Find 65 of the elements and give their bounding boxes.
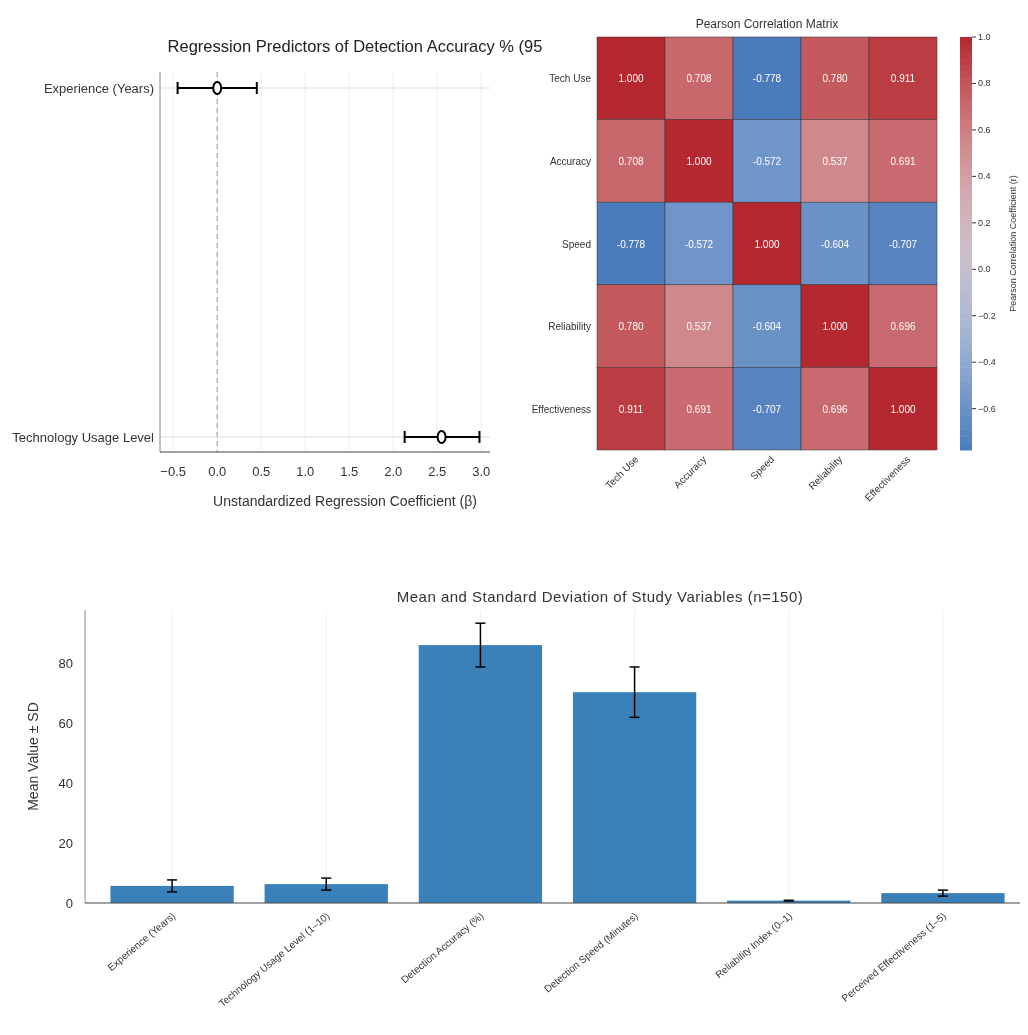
data-label: 0.911 [890, 73, 916, 85]
y-tick-label: 40 [58, 776, 73, 792]
data-label: 1.000 [890, 403, 916, 415]
x-tick-label: 1.0 [296, 464, 315, 479]
chart-title: Pearson Correlation Matrix [695, 17, 839, 31]
color-bar-label: −0.6 [978, 403, 996, 414]
data-label: 1.000 [754, 238, 780, 250]
bar [881, 893, 1005, 903]
y-tick-label: 0 [65, 896, 73, 911]
bar [418, 645, 543, 903]
data-label: -0.707 [752, 403, 782, 415]
data-label: 0.537 [686, 321, 712, 333]
x-axis-title: Unstandardized Regression Coefficient (β) [213, 493, 477, 509]
color-bar-label: 0.8 [978, 78, 991, 89]
data-label: 0.537 [822, 155, 848, 167]
data-label: 0.708 [686, 73, 712, 85]
bar [264, 884, 388, 903]
color-bar-label: −0.4 [978, 357, 996, 368]
x-tick-label: 1.5 [340, 464, 359, 479]
y-tick-label: Speed [562, 238, 591, 250]
y-axis-title: Mean Value ± SD [25, 702, 41, 811]
x-tick-label: 0.5 [252, 464, 271, 479]
data-label: 1.000 [618, 73, 644, 85]
chart-title: Mean and Standard Deviation of Study Variables (n=150) [396, 588, 804, 605]
data-label: 0.708 [618, 155, 644, 167]
data-label: 1.000 [686, 155, 712, 167]
color-bar-label: −0.2 [978, 310, 996, 321]
color-bar-label: 0.2 [978, 217, 991, 228]
x-tick-label: −0.5 [160, 464, 187, 479]
data-label: -0.604 [752, 321, 782, 333]
y-tick-label: 60 [58, 716, 73, 732]
data-label: -0.778 [752, 73, 782, 85]
data-label: -0.572 [684, 238, 714, 250]
y-tick-label: Effectiveness [531, 403, 591, 415]
y-tick-label: Accuracy [549, 155, 591, 167]
x-tick-label: Tech Use [603, 453, 641, 491]
y-tick-label: 20 [58, 836, 73, 852]
data-label: -0.604 [820, 238, 850, 250]
text: Regression Predictors of Detection Accuracy % (95 [167, 37, 554, 56]
bar [572, 692, 697, 903]
data-label: 0.691 [890, 155, 916, 167]
y-tick-label: 80 [58, 656, 73, 672]
data-label: 0.780 [822, 73, 848, 85]
y-tick-label: Technology Usage Level [12, 430, 155, 445]
bar [110, 885, 234, 903]
x-tick-label: 2.0 [384, 464, 403, 479]
x-tick-label: 2.5 [428, 464, 447, 479]
data-label: 1.000 [822, 321, 848, 333]
y-tick-label: Tech Use [549, 73, 592, 85]
color-bar-label: 0.6 [978, 124, 991, 135]
data-label: 0.696 [890, 321, 916, 333]
color-bar-title: Pearson Correlation Coefficient (r) [1008, 175, 1018, 312]
x-tick-label: 3.0 [472, 464, 491, 479]
y-tick-label: Reliability [548, 321, 591, 333]
x-tick-label: 0.0 [208, 464, 227, 479]
data-label: -0.572 [752, 155, 782, 167]
data-label: 0.911 [618, 403, 644, 415]
data-label: -0.707 [888, 238, 918, 250]
color-bar-label: 0.4 [978, 171, 991, 182]
color-bar-label: 1.0 [978, 32, 991, 42]
data-label: 0.696 [822, 403, 848, 415]
data-label: -0.778 [616, 238, 646, 250]
data-label: 0.691 [686, 403, 712, 415]
color-bar-label: 0.0 [978, 264, 991, 275]
data-label: 0.780 [618, 321, 644, 333]
